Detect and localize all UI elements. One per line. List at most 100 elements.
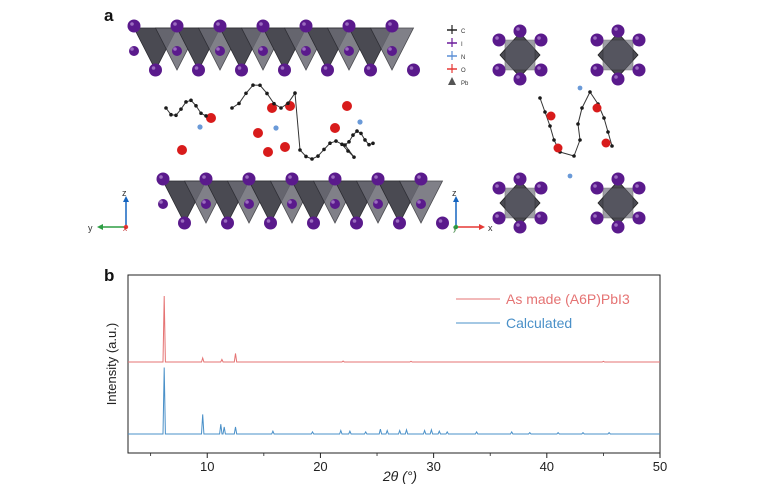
- iodine-highlight: [516, 27, 520, 31]
- carbon-atom: [286, 101, 290, 106]
- carbon-atom: [244, 91, 248, 96]
- iodine-highlight: [417, 200, 421, 204]
- oxygen-atom: [330, 123, 340, 133]
- iodine-highlight: [331, 175, 335, 179]
- iodine-highlight: [438, 219, 443, 223]
- iodine-atom: [278, 63, 291, 77]
- carbon-atom: [606, 130, 610, 134]
- iodine-atom: [436, 216, 449, 230]
- iodine-highlight: [130, 22, 134, 26]
- pbi-octahedron-face: [602, 39, 634, 71]
- iodine-highlight: [202, 200, 206, 204]
- chart-legend: As made (A6P)PbI3 Calculated: [456, 291, 630, 331]
- carbon-atom: [367, 142, 371, 147]
- iodine-atom: [492, 63, 506, 77]
- oxygen-atom: [263, 147, 273, 157]
- iodine-atom: [201, 199, 211, 209]
- iodine-atom: [492, 211, 506, 225]
- iodine-atom: [215, 46, 225, 56]
- iodine-highlight: [288, 200, 292, 204]
- iodine-atom: [256, 19, 270, 33]
- iodine-atom: [373, 199, 383, 209]
- c-c-bond: [259, 84, 268, 94]
- iodine-highlight: [593, 214, 597, 218]
- pbi-octahedron-face: [504, 187, 536, 219]
- x-tick-label: 10: [200, 459, 214, 474]
- iodine-atom: [534, 33, 548, 47]
- axis-left-out-label: x: [123, 224, 127, 233]
- iodine-highlight: [593, 36, 597, 40]
- iodine-highlight: [352, 219, 357, 223]
- xrd-series-layer: [128, 295, 660, 435]
- oxygen-atom: [177, 145, 187, 155]
- atom-legend: C I N O Pb: [447, 25, 469, 87]
- iodine-highlight: [309, 219, 314, 223]
- c-c-bond: [549, 125, 555, 141]
- pbi-octahedron-face: [602, 187, 634, 219]
- iodine-highlight: [345, 22, 349, 26]
- oxygen-atom: [253, 128, 263, 138]
- iodine-highlight: [302, 47, 306, 51]
- iodine-highlight: [495, 66, 499, 70]
- iodine-highlight: [302, 22, 306, 26]
- oxygen-atom: [553, 143, 563, 153]
- iodine-highlight: [288, 175, 292, 179]
- iodine-highlight: [614, 75, 618, 79]
- iodine-atom: [632, 211, 646, 225]
- plot-frame: [127, 274, 661, 454]
- carbon-atom: [328, 141, 332, 145]
- iodine-highlight: [259, 47, 263, 51]
- iodine-highlight: [194, 66, 199, 70]
- carbon-atom: [359, 131, 363, 136]
- iodine-atom: [301, 46, 311, 56]
- carbon-atom: [538, 96, 542, 100]
- c-c-bond: [266, 93, 275, 104]
- iodine-atom: [590, 181, 604, 195]
- iodine-highlight: [395, 219, 400, 223]
- c-c-bond: [607, 131, 613, 147]
- carbon-atom: [340, 142, 344, 147]
- iodine-atom: [534, 63, 548, 77]
- iodine-highlight: [388, 47, 392, 51]
- carbon-atom: [230, 106, 234, 110]
- iodine-highlight: [173, 22, 177, 26]
- nitrogen-atom: [567, 173, 573, 179]
- carbon-atom: [169, 112, 173, 117]
- iodine-highlight: [245, 175, 249, 179]
- iodine-atom: [328, 172, 342, 186]
- carbon-atom: [371, 141, 375, 146]
- iodine-atom: [156, 172, 170, 186]
- iodine-atom: [342, 19, 356, 33]
- iodine-highlight: [345, 47, 349, 51]
- legend-label: Pb: [461, 81, 469, 87]
- iodine-highlight: [635, 184, 639, 188]
- iodine-atom: [350, 216, 363, 230]
- iodine-atom: [242, 172, 256, 186]
- iodine-highlight: [495, 214, 499, 218]
- iodine-atom: [330, 199, 340, 209]
- oxygen-atom: [267, 103, 277, 113]
- carbon-atom: [204, 114, 208, 118]
- axis-triad-left: z y x: [88, 188, 129, 233]
- carbon-atom: [272, 101, 276, 106]
- carbon-atom: [179, 107, 183, 111]
- iodine-atom: [307, 216, 320, 230]
- carbon-atom: [298, 148, 302, 152]
- iodine-highlight: [593, 184, 597, 188]
- iodine-atom: [221, 216, 234, 230]
- iodine-highlight: [417, 175, 421, 179]
- carbon-atom: [543, 110, 547, 114]
- x-tick-label: 50: [653, 459, 667, 474]
- iodine-highlight: [635, 66, 639, 70]
- carbon-atom: [194, 103, 198, 108]
- iodine-highlight: [495, 36, 499, 40]
- c-c-bond: [581, 91, 591, 109]
- iodine-atom: [492, 33, 506, 47]
- iodine-atom: [492, 181, 506, 195]
- iodine-highlight: [374, 200, 378, 204]
- nitrogen-atom: [357, 119, 363, 125]
- iodine-atom: [213, 19, 227, 33]
- iodine-highlight: [323, 66, 328, 70]
- iodine-highlight: [151, 66, 156, 70]
- c-c-bond: [539, 97, 546, 113]
